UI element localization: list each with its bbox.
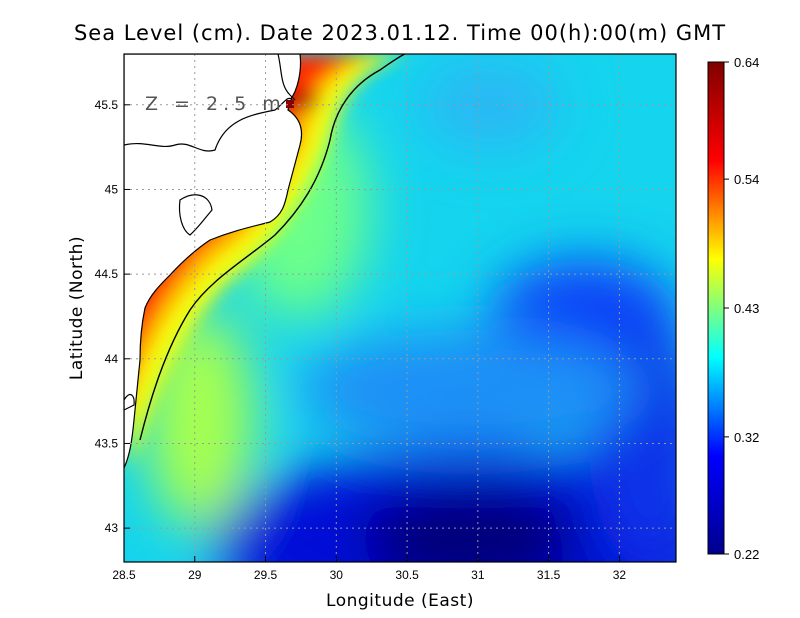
colorbar-tick-label: 0.43 [734, 301, 759, 316]
x-tick-label: 29.5 [254, 568, 278, 582]
x-tick-label: 31 [471, 568, 485, 582]
x-tick-label: 31.5 [537, 568, 561, 582]
y-tick-label: 43 [105, 521, 119, 535]
y-tick-label: 43.5 [95, 436, 119, 450]
y-tick-label: 45 [105, 182, 119, 196]
field-blobs [145, 60, 676, 562]
y-tick-label: 45.5 [95, 98, 119, 112]
grid-lines [124, 54, 676, 562]
x-tick-label: 30 [330, 568, 344, 582]
x-axis-ticks: 28.5 29 29.5 30 30.5 31 31.5 32 [112, 556, 626, 582]
y-tick-label: 44.5 [95, 267, 119, 281]
western-green-band [145, 310, 255, 530]
y-axis-ticks: 43 43.5 44 44.5 45 45.5 [95, 98, 130, 535]
x-tick-label: 30.5 [395, 568, 419, 582]
island-west [178, 194, 213, 236]
x-tick-label: 28.5 [112, 568, 136, 582]
colorbar-tick-label: 0.32 [734, 430, 759, 445]
x-tick-label: 29 [188, 568, 202, 582]
coast-fragment [124, 393, 135, 411]
x-tick-label: 32 [613, 568, 627, 582]
mid-blue-band [300, 330, 640, 450]
plot-area: Z = 2.5 m [124, 54, 676, 562]
y-axis-label: Latitude (North) [67, 236, 87, 380]
max-cell [286, 100, 294, 108]
plot-frame [123, 53, 677, 563]
chart-title: Sea Level (cm). Date 2023.01.12. Time 00… [74, 21, 726, 45]
strait-line [277, 54, 296, 101]
y-tick-label: 44 [105, 352, 119, 366]
colorbar-tick-label: 0.22 [734, 547, 759, 562]
depth-annotation: Z = 2.5 m [145, 93, 286, 115]
colorbar-tick-label: 0.54 [734, 172, 759, 187]
colorbar [708, 62, 724, 554]
contour-line [139, 54, 406, 441]
colorbar-tick-label: 0.64 [734, 55, 759, 70]
land-mass [124, 54, 303, 469]
colorbar-ticks: 0.22 0.32 0.43 0.54 0.64 [724, 55, 759, 562]
x-axis-label: Longitude (East) [326, 591, 474, 611]
central-minimum-region [360, 485, 580, 562]
